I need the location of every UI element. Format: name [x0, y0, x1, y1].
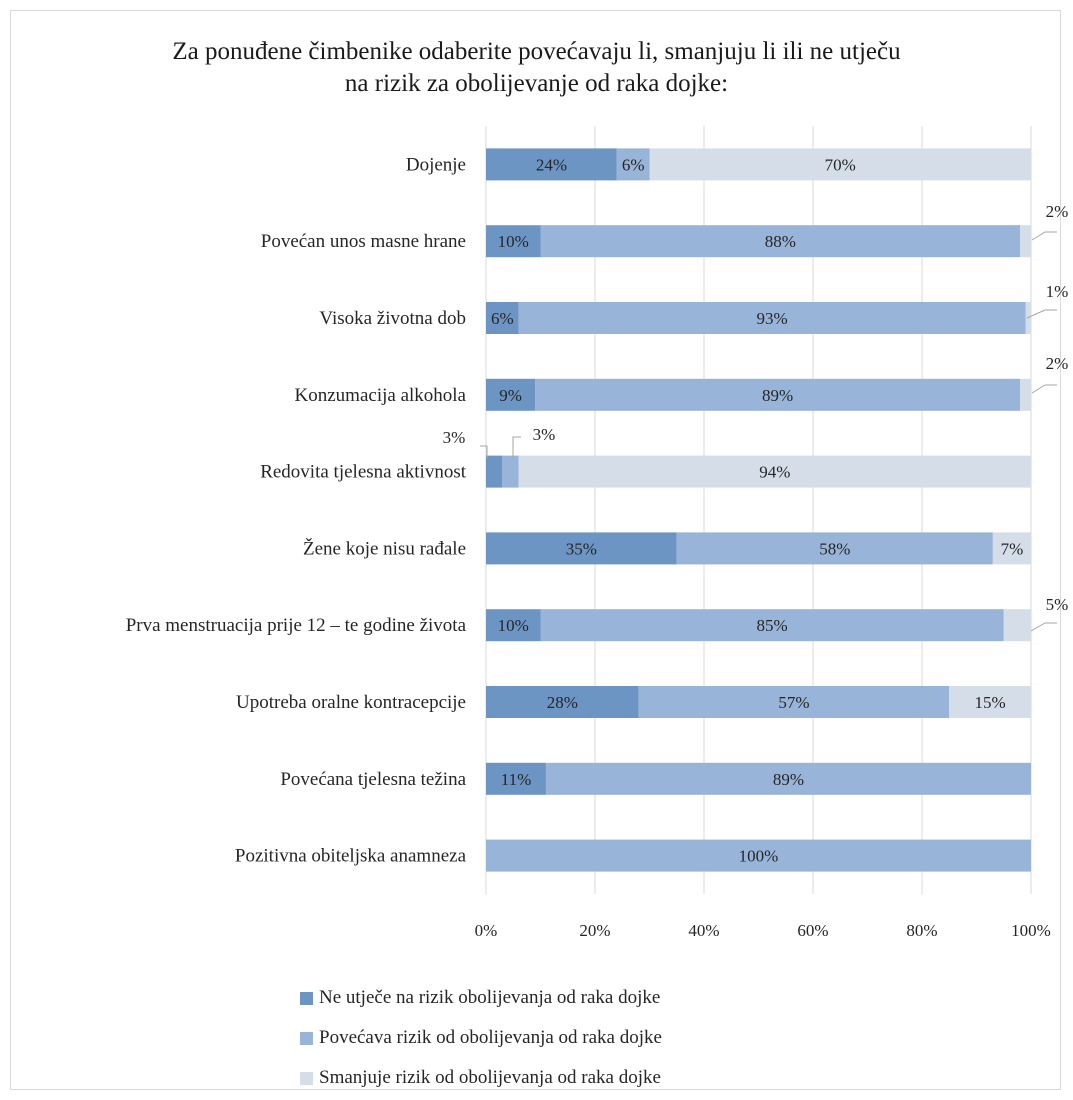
bar-segment [486, 686, 639, 718]
bar-segment [486, 455, 503, 488]
x-tick-label: 20% [579, 921, 610, 940]
legend-item-smanjuje: Smanjuje rizik od obolijevanja od raka d… [300, 1058, 662, 1098]
data-label: 58% [819, 539, 850, 558]
category-label: Povećana tjelesna težina [280, 769, 466, 790]
data-label: 94% [759, 463, 790, 482]
data-label: 2% [1046, 354, 1069, 373]
bar-segment [486, 148, 617, 181]
bar-segment [486, 532, 677, 565]
callout-leader-line [512, 436, 521, 459]
bar-segment [540, 225, 1021, 258]
data-label: 10% [498, 232, 529, 251]
callout-leader-line [1031, 231, 1057, 241]
legend-swatch [300, 1071, 313, 1085]
data-label: 70% [825, 155, 856, 174]
legend-label: Smanjuje rizik od obolijevanja od raka d… [319, 1067, 661, 1088]
x-tick-label: 60% [797, 921, 828, 940]
bar-segment [486, 762, 546, 795]
bar-segment [486, 609, 541, 642]
category-label: Pozitivna obiteljska anamneza [235, 846, 467, 867]
chart-title-line-1: Za ponuđene čimbenike odaberite povećava… [172, 38, 901, 65]
data-label: 11% [501, 770, 532, 789]
bar-segment [486, 839, 1031, 872]
legend-item-povecava: Povećava rizik od obolijevanja od raka d… [300, 1018, 662, 1058]
bar-segment [1020, 378, 1031, 411]
data-label: 1% [1046, 282, 1069, 301]
data-label: 35% [566, 539, 597, 558]
data-label: 9% [499, 386, 522, 405]
data-label: 57% [778, 693, 809, 712]
data-label: 24% [536, 155, 567, 174]
data-label: 28% [547, 693, 578, 712]
legend-item-ne-utjece: Ne utječe na rizik obolijevanja od raka … [300, 978, 662, 1018]
data-label: 3% [533, 425, 556, 444]
chart-legend: Ne utječe na rizik obolijevanja od raka … [300, 978, 662, 1098]
data-label: 6% [491, 309, 514, 328]
data-label: 10% [498, 616, 529, 635]
legend-swatch [300, 1031, 313, 1045]
category-label: Povećan unos masne hrane [261, 231, 466, 252]
callout-leader-line [1030, 622, 1057, 632]
data-label: 6% [622, 155, 645, 174]
bar-segment [486, 225, 541, 258]
bar-segment [518, 455, 1031, 488]
category-label: Redovita tjelesna aktivnost [260, 462, 467, 483]
data-label: 88% [765, 232, 796, 251]
bar-segment [638, 686, 950, 718]
data-label: 93% [757, 309, 788, 328]
bar-segment [486, 302, 519, 334]
x-tick-label: 0% [475, 921, 498, 940]
bar-segment [518, 302, 1026, 334]
category-label: Dojenje [406, 154, 466, 175]
bar-segment [676, 532, 993, 565]
chart-title: Za ponuđene čimbenike odaberite povećava… [0, 36, 1073, 100]
category-label: Žene koje nisu rađale [303, 537, 466, 559]
data-label: 3% [443, 428, 466, 447]
bar-segment [545, 762, 1031, 795]
callout-leader-line [1026, 309, 1057, 319]
x-tick-label: 100% [1011, 921, 1051, 940]
chart-title-line-2: na rizik za obolijevanje od raka dojke: [344, 70, 729, 97]
bar-segment [616, 148, 650, 181]
category-label: Konzumacija alkohola [295, 385, 467, 406]
data-label: 89% [773, 770, 804, 789]
bar-segment [1020, 225, 1031, 258]
bar-segment [535, 378, 1021, 411]
legend-label: Ne utječe na rizik obolijevanja od raka … [319, 987, 661, 1008]
legend-swatch [300, 991, 313, 1005]
x-tick-label: 40% [688, 921, 719, 940]
data-label: 89% [762, 386, 793, 405]
bar-segment [992, 532, 1031, 565]
bar-segment [1003, 609, 1031, 642]
data-label: 85% [757, 616, 788, 635]
data-label: 2% [1046, 202, 1069, 221]
data-label: 100% [739, 847, 779, 866]
callout-leader-line [480, 445, 488, 459]
data-label: 15% [975, 693, 1006, 712]
bar-segment [649, 148, 1031, 181]
bar-segment [502, 455, 519, 488]
bar-segment [1025, 302, 1031, 334]
legend-label: Povećava rizik od obolijevanja od raka d… [319, 1027, 662, 1048]
bar-segment [949, 686, 1031, 718]
data-label: 7% [1001, 539, 1024, 558]
category-label: Upotreba oralne kontracepcije [236, 692, 466, 713]
category-label: Prva menstruacija prije 12 – te godine ž… [126, 615, 467, 636]
x-tick-label: 80% [906, 921, 937, 940]
bar-segment [540, 609, 1004, 642]
callout-leader-line [1031, 384, 1057, 394]
category-label: Visoka životna dob [319, 308, 466, 329]
bar-segment [486, 378, 536, 411]
data-label: 5% [1046, 595, 1069, 614]
